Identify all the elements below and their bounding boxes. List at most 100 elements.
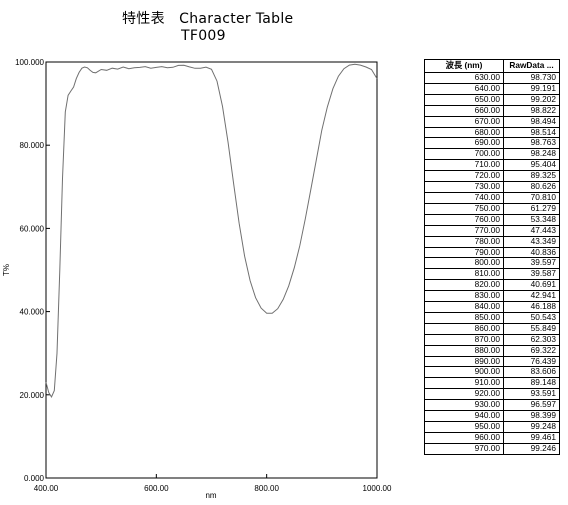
- table-row: 710.00 95.404: [424, 159, 560, 172]
- y-tick-label: 0.000: [24, 474, 45, 483]
- rawdata-cell: 55.849: [503, 322, 560, 335]
- rawdata-cell: 40.836: [503, 246, 560, 259]
- x-tick-label: 400.00: [34, 484, 59, 493]
- table-row: 750.00 61.279: [424, 202, 560, 215]
- table-row: 870.00 62.303: [424, 333, 560, 346]
- table-row: 780.00 43.349: [424, 235, 560, 248]
- table-row: 760.00 53.348: [424, 213, 560, 226]
- rawdata-cell: 47.443: [503, 224, 560, 237]
- table-row: 900.00 83.606: [424, 366, 560, 379]
- rawdata-cell: 99.246: [503, 442, 560, 455]
- rawdata-cell: 98.494: [503, 115, 560, 128]
- table-row: 860.00 55.849: [424, 322, 560, 335]
- wavelength-cell: 780.00: [424, 235, 504, 248]
- y-axis-ticks: 0.000 20.000 40.000 60.000 80.000 100.000: [15, 58, 50, 483]
- table-row: 920.00 93.591: [424, 388, 560, 401]
- table-row: 930.00 96.597: [424, 399, 560, 412]
- rawdata-cell: 89.325: [503, 170, 560, 183]
- rawdata-cell: 53.348: [503, 213, 560, 226]
- table-row: 650.00 99.202: [424, 93, 560, 106]
- wavelength-cell: 750.00: [424, 202, 504, 215]
- wavelength-cell: 640.00: [424, 82, 504, 95]
- table-row: 690.00 98.763: [424, 137, 560, 150]
- wavelength-cell: 900.00: [424, 366, 504, 379]
- rawdata-cell: 98.730: [503, 72, 560, 84]
- plot-frame: [45, 61, 378, 479]
- table-row: 810.00 39.587: [424, 268, 560, 281]
- wavelength-cell: 690.00: [424, 137, 504, 150]
- x-axis-label: nm: [205, 491, 216, 500]
- wavelength-cell: 770.00: [424, 224, 504, 237]
- wavelength-cell: 860.00: [424, 322, 504, 335]
- y-tick-label: 20.000: [20, 391, 45, 400]
- rawdata-cell: 95.404: [503, 159, 560, 172]
- wavelength-cell: 830.00: [424, 290, 504, 303]
- table-row: 910.00 89.148: [424, 377, 560, 390]
- wavelength-cell: 760.00: [424, 213, 504, 226]
- table-row: 680.00 98.514: [424, 126, 560, 139]
- table-row: 700.00 98.248: [424, 148, 560, 161]
- rawdata-cell: 76.439: [503, 355, 560, 368]
- rawdata-cell: 62.303: [503, 333, 560, 346]
- column-header-rawdata[interactable]: RawData ...: [503, 59, 560, 73]
- rawdata-cell: 43.349: [503, 235, 560, 248]
- wavelength-cell: 630.00: [424, 72, 504, 84]
- rawdata-cell: 80.626: [503, 181, 560, 193]
- rawdata-cell: 98.248: [503, 148, 560, 161]
- table-row: 630.00 98.730: [424, 72, 560, 84]
- wavelength-cell: 680.00: [424, 126, 504, 139]
- table-row: 790.00 40.836: [424, 246, 560, 259]
- rawdata-cell: 93.591: [503, 388, 560, 401]
- rawdata-cell: 98.763: [503, 137, 560, 150]
- wavelength-cell: 950.00: [424, 421, 504, 433]
- table-row: 890.00 76.439: [424, 355, 560, 368]
- y-tick-label: 60.000: [20, 224, 45, 233]
- x-tick-label: 800.00: [254, 484, 279, 493]
- rawdata-cell: 39.587: [503, 268, 560, 281]
- rawdata-cell: 42.941: [503, 290, 560, 303]
- wavelength-cell: 710.00: [424, 159, 504, 172]
- wavelength-cell: 700.00: [424, 148, 504, 161]
- table-header-row: 波長 (nm) RawData ...: [424, 59, 560, 73]
- wavelength-cell: 740.00: [424, 191, 504, 204]
- table-row: 800.00 39.597: [424, 257, 560, 270]
- wavelength-cell: 840.00: [424, 301, 504, 313]
- table-row: 640.00 99.191: [424, 82, 560, 95]
- wavelength-cell: 660.00: [424, 104, 504, 117]
- title-japanese: 特性表: [122, 11, 165, 27]
- rawdata-cell: 99.461: [503, 431, 560, 444]
- rawdata-cell: 70.810: [503, 191, 560, 204]
- wavelength-cell: 870.00: [424, 333, 504, 346]
- rawdata-cell: 50.543: [503, 311, 560, 324]
- wavelength-cell: 910.00: [424, 377, 504, 390]
- y-tick-label: 40.000: [20, 308, 45, 317]
- rawdata-cell: 98.822: [503, 104, 560, 117]
- table-row: 770.00 47.443: [424, 224, 560, 237]
- wavelength-cell: 880.00: [424, 344, 504, 357]
- rawdata-cell: 83.606: [503, 366, 560, 379]
- wavelength-cell: 920.00: [424, 388, 504, 401]
- rawdata-cell: 39.597: [503, 257, 560, 270]
- rawdata-cell: 61.279: [503, 202, 560, 215]
- rawdata-cell: 99.202: [503, 93, 560, 106]
- wavelength-cell: 820.00: [424, 279, 504, 292]
- y-tick-label: 100.000: [15, 58, 44, 67]
- x-tick-label: 1000.00: [363, 484, 392, 493]
- title-english: Character Table: [179, 11, 294, 27]
- table-row: 850.00 50.543: [424, 311, 560, 324]
- raw-data-table: 波長 (nm) RawData ... 630.00 98.730 640.00 99…: [424, 59, 560, 455]
- table-row: 940.00 98.399: [424, 410, 560, 422]
- column-header-wavelength[interactable]: 波長 (nm): [424, 59, 504, 73]
- wavelength-cell: 720.00: [424, 170, 504, 183]
- table-row: 730.00 80.626: [424, 181, 560, 193]
- table-row: 970.00 99.246: [424, 442, 560, 455]
- table-row: 820.00 40.691: [424, 279, 560, 292]
- product-code: TF009: [181, 28, 226, 44]
- rawdata-cell: 99.191: [503, 82, 560, 95]
- table-row: 740.00 70.810: [424, 191, 560, 204]
- table-row: 670.00 98.494: [424, 115, 560, 128]
- table-row: 830.00 42.941: [424, 290, 560, 303]
- transmittance-chart: 0.000 20.000 40.000 60.000 80.000 100.000 400…: [2, 58, 392, 500]
- rawdata-cell: 40.691: [503, 279, 560, 292]
- wavelength-cell: 730.00: [424, 181, 504, 193]
